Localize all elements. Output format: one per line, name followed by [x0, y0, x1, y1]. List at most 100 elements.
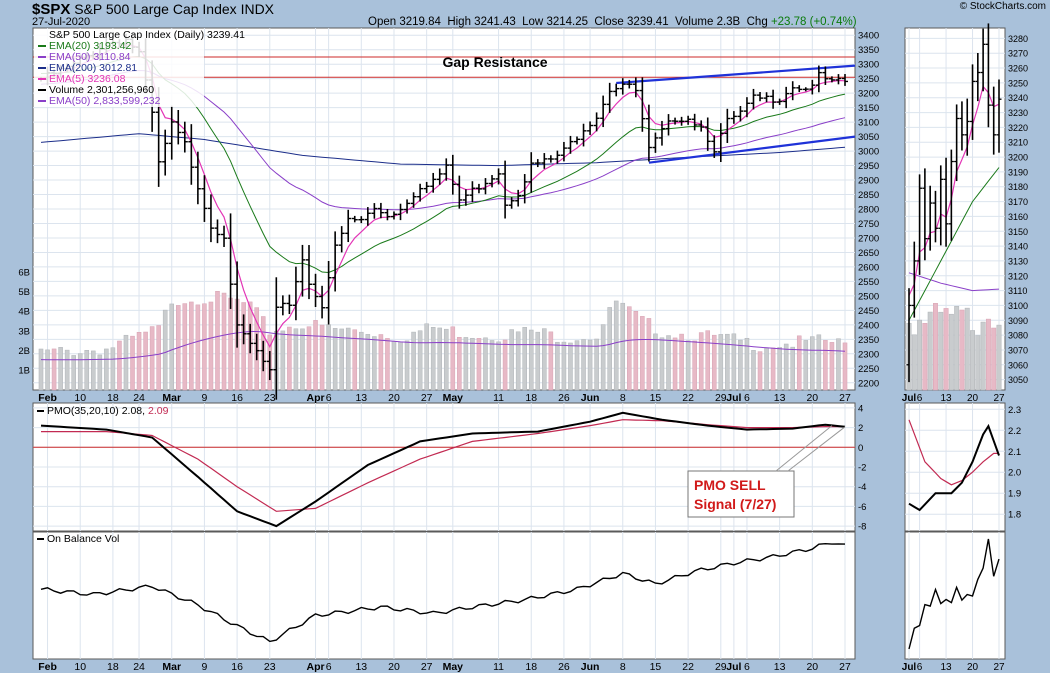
zoom-volume-bar — [980, 321, 986, 391]
legend-background — [34, 29, 204, 107]
zoom-price-tick-label: 3260 — [1008, 64, 1028, 74]
date-tick-label: 15 — [650, 661, 662, 673]
price-bar — [796, 85, 803, 93]
close-label: Close — [594, 16, 624, 28]
zoom-price-bar — [959, 101, 965, 151]
price-bar — [587, 121, 594, 135]
zoom-volume-bar — [975, 335, 981, 391]
price-bar — [384, 208, 391, 221]
price-bar — [606, 82, 613, 113]
zoom-price-tick-label: 3240 — [1008, 93, 1028, 103]
volume-bar — [58, 347, 63, 391]
volume-bar — [430, 326, 436, 391]
date-tick-label: 13 — [355, 661, 367, 673]
volume-bar — [208, 301, 214, 391]
price-tick-label: 2850 — [858, 190, 879, 201]
price-bar — [502, 160, 509, 219]
date-tick-label: 22 — [682, 392, 694, 404]
high-value: 3241.43 — [474, 16, 516, 28]
price-bar — [351, 215, 358, 223]
zoom-pmo-tick-label: 2.3 — [1008, 405, 1021, 416]
volume-bar — [594, 338, 599, 391]
price-tick-label: 2250 — [858, 364, 879, 375]
date-tick-label: 26 — [558, 392, 570, 404]
price-bar — [678, 116, 685, 126]
price-tick-label: 3400 — [858, 31, 879, 42]
zoom-price-bar — [917, 174, 923, 275]
legend-ema5: EMA(5) 3236.08 — [49, 73, 126, 85]
zoom-price-tick-label: 3180 — [1008, 182, 1028, 192]
zoom-price-tick-label: 3220 — [1008, 123, 1028, 133]
volume-tick-label: 1B — [18, 365, 30, 376]
volume-bar — [757, 351, 763, 391]
trend-line — [616, 64, 856, 85]
zoom-price-tick-label: 3210 — [1008, 138, 1028, 148]
price-bar — [325, 260, 332, 325]
date-tick-label: 26 — [558, 661, 570, 673]
volume-bar — [725, 333, 730, 391]
price-bar — [521, 174, 528, 204]
price-bar — [783, 86, 790, 109]
price-bar — [247, 323, 254, 354]
zoom-price-tick-label: 3160 — [1008, 212, 1028, 222]
zoom-pmo-tick-label: 1.9 — [1008, 489, 1021, 500]
zoom-price-tick-label: 3080 — [1008, 331, 1028, 341]
volume-bar — [842, 342, 848, 391]
volume-bar — [195, 304, 201, 391]
zoom-price-tick-label: 3170 — [1008, 197, 1028, 207]
price-bar — [181, 121, 188, 153]
price-bar — [227, 213, 234, 309]
pmo-sell-callout-pointer — [775, 425, 833, 472]
date-tick-label: 22 — [682, 661, 694, 673]
price-bar — [528, 152, 535, 193]
volume-bar — [365, 334, 371, 391]
date-tick-label: 20 — [806, 392, 818, 404]
price-bar — [724, 108, 731, 143]
price-bar — [574, 136, 580, 145]
volume-bar — [646, 318, 652, 391]
zoom-ema5-line — [908, 85, 1000, 296]
zoom-price-tick-label: 3150 — [1008, 227, 1028, 237]
volume-bar — [169, 303, 175, 391]
price-bar — [658, 120, 665, 146]
price-bar — [554, 150, 561, 164]
date-tick-label: 9 — [201, 661, 207, 673]
price-bar — [489, 175, 496, 188]
price-tick-label: 2900 — [858, 176, 879, 187]
price-bar — [279, 295, 286, 316]
volume-bar — [613, 300, 619, 391]
date-tick-label: 6 — [326, 392, 332, 404]
volume-bar — [489, 340, 495, 391]
price-bar — [404, 199, 411, 214]
volume-bar — [110, 347, 116, 391]
price-bar — [436, 168, 443, 185]
zoom-price-bar — [970, 64, 976, 140]
price-bar — [672, 117, 679, 125]
zoom-date-tick-label: 20 — [967, 662, 979, 673]
volume-bar — [424, 323, 429, 391]
date-tick-label: 29 — [715, 392, 727, 404]
price-bar — [188, 124, 195, 185]
volume-bar — [378, 334, 384, 391]
volume-bar — [149, 326, 155, 391]
price-bar — [508, 197, 515, 209]
price-bar — [221, 225, 228, 247]
price-bar — [743, 97, 750, 118]
zoom-pmo-tick-label: 2.0 — [1008, 468, 1021, 479]
volume-bar — [345, 327, 351, 391]
volume-bar — [620, 302, 626, 391]
volume-bar — [385, 338, 390, 391]
volume-bar — [398, 341, 403, 391]
zoom-volume-bar — [938, 311, 944, 391]
price-bar — [534, 159, 541, 168]
volume-bar — [417, 330, 423, 391]
credit: © StockCharts.com — [959, 1, 1046, 12]
zoom-price-bar — [922, 168, 928, 261]
price-tick-label: 2500 — [858, 291, 879, 302]
volume-bar — [744, 337, 750, 391]
volume-bar — [117, 340, 122, 391]
zoom-price-tick-label: 3190 — [1008, 167, 1028, 177]
price-bar — [600, 95, 607, 128]
price-bar — [835, 74, 842, 85]
price-bar — [730, 111, 737, 124]
